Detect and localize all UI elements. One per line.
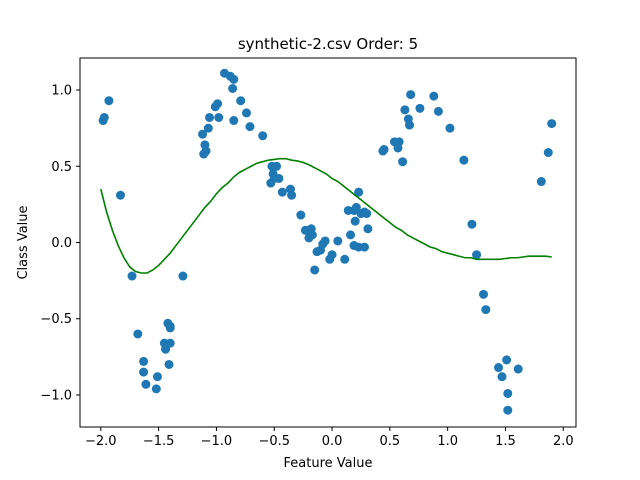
scatter-point — [479, 289, 489, 299]
scatter-point — [429, 91, 439, 101]
scatter-point — [274, 173, 284, 183]
scatter-point — [415, 103, 425, 113]
scatter-point — [165, 338, 175, 348]
scatter-point — [245, 122, 255, 132]
plot-frame — [79, 57, 577, 428]
scatter-point — [327, 250, 337, 260]
y-tick-label: 0.0 — [51, 236, 72, 251]
scatter-point — [346, 230, 356, 240]
scatter-point — [398, 157, 408, 167]
scatter-point — [228, 84, 238, 93]
scatter-point — [241, 108, 251, 118]
x-tick-label: 1.0 — [437, 434, 458, 449]
scatter-point — [287, 190, 297, 200]
scatter-point — [405, 120, 415, 130]
scatter-point — [406, 90, 416, 100]
x-axis-ticks: −2.0 −1.5 −1.0 −0.5 0.0 0.5 1.0 1.5 2.0 — [85, 427, 574, 449]
x-tick-label: 2.0 — [553, 434, 574, 449]
scatter-point — [363, 224, 373, 234]
scatter-point — [333, 236, 343, 246]
x-tick-label: −0.5 — [258, 434, 290, 449]
scatter-point — [467, 219, 477, 229]
scatter-point — [494, 363, 504, 373]
scatter-point — [359, 242, 369, 252]
scatter-point — [213, 99, 223, 109]
scatter-point — [214, 112, 224, 122]
scatter-point — [277, 187, 287, 197]
y-axis-label: Class Value — [16, 205, 31, 279]
scatter-point — [400, 105, 410, 115]
scatter-point — [503, 388, 513, 398]
scatter-point — [236, 96, 246, 106]
scatter-point — [99, 112, 109, 122]
scatter-point — [104, 96, 114, 106]
y-tick-label: −1.0 — [40, 388, 72, 403]
x-tick-label: 1.5 — [495, 434, 516, 449]
scatter-point — [152, 372, 162, 382]
scatter-point — [503, 405, 513, 415]
scatter-point — [547, 119, 557, 129]
x-tick-label: 0.5 — [380, 434, 401, 449]
scatter-point — [433, 106, 443, 116]
scatter-point — [459, 155, 469, 165]
scatter-point — [354, 187, 364, 197]
scatter-point — [340, 254, 350, 264]
scatter-point — [161, 344, 171, 354]
scatter-point — [481, 305, 491, 315]
scatter-layer — [98, 68, 557, 415]
scatter-point — [204, 112, 214, 122]
scatter-point — [141, 379, 151, 389]
fit-line-layer — [100, 157, 552, 274]
scatter-point — [536, 177, 546, 187]
x-axis-label: Feature Value — [284, 456, 373, 471]
scatter-point — [229, 116, 239, 126]
x-tick-label: −1.0 — [201, 434, 233, 449]
y-tick-label: −0.5 — [40, 312, 72, 327]
scatter-point — [445, 123, 455, 133]
y-axis-ticks: −1.0 −0.5 0.0 0.5 1.0 — [40, 84, 80, 403]
scatter-point — [151, 384, 161, 394]
scatter-point — [164, 359, 174, 369]
scatter-point — [472, 250, 482, 260]
scatter-point — [115, 190, 125, 200]
scatter-point — [165, 323, 175, 333]
scatter-point — [543, 148, 553, 158]
scatter-point — [296, 210, 306, 220]
scatter-point — [127, 271, 137, 281]
x-tick-label: −2.0 — [85, 434, 117, 449]
x-tick-label: −1.5 — [143, 434, 175, 449]
scatter-point — [350, 216, 360, 226]
scatter-point — [272, 161, 282, 171]
chart-title: synthetic-2.csv Order: 5 — [238, 35, 418, 53]
scatter-point — [497, 372, 507, 382]
scatter-point — [258, 131, 268, 141]
scatter-point — [513, 364, 523, 374]
scatter-point — [307, 230, 317, 240]
scatter-point — [351, 202, 361, 212]
scatter-point — [362, 209, 372, 219]
scatter-point — [139, 367, 149, 377]
x-tick-label: 0.0 — [322, 434, 343, 449]
scatter-point — [394, 137, 404, 147]
scatter-point — [203, 123, 213, 133]
scatter-point — [229, 74, 239, 84]
scatter-point — [379, 144, 389, 154]
scatter-point — [201, 146, 211, 156]
y-tick-label: 0.5 — [51, 160, 72, 175]
scatter-point — [502, 355, 512, 365]
scatter-point — [178, 271, 188, 281]
scatter-point — [310, 265, 320, 275]
scatter-point — [139, 356, 149, 366]
scatter-point — [198, 129, 208, 139]
fit-curve — [100, 157, 552, 274]
scatter-point — [320, 236, 330, 246]
scatter-point — [133, 329, 143, 339]
y-tick-label: 1.0 — [51, 84, 72, 99]
